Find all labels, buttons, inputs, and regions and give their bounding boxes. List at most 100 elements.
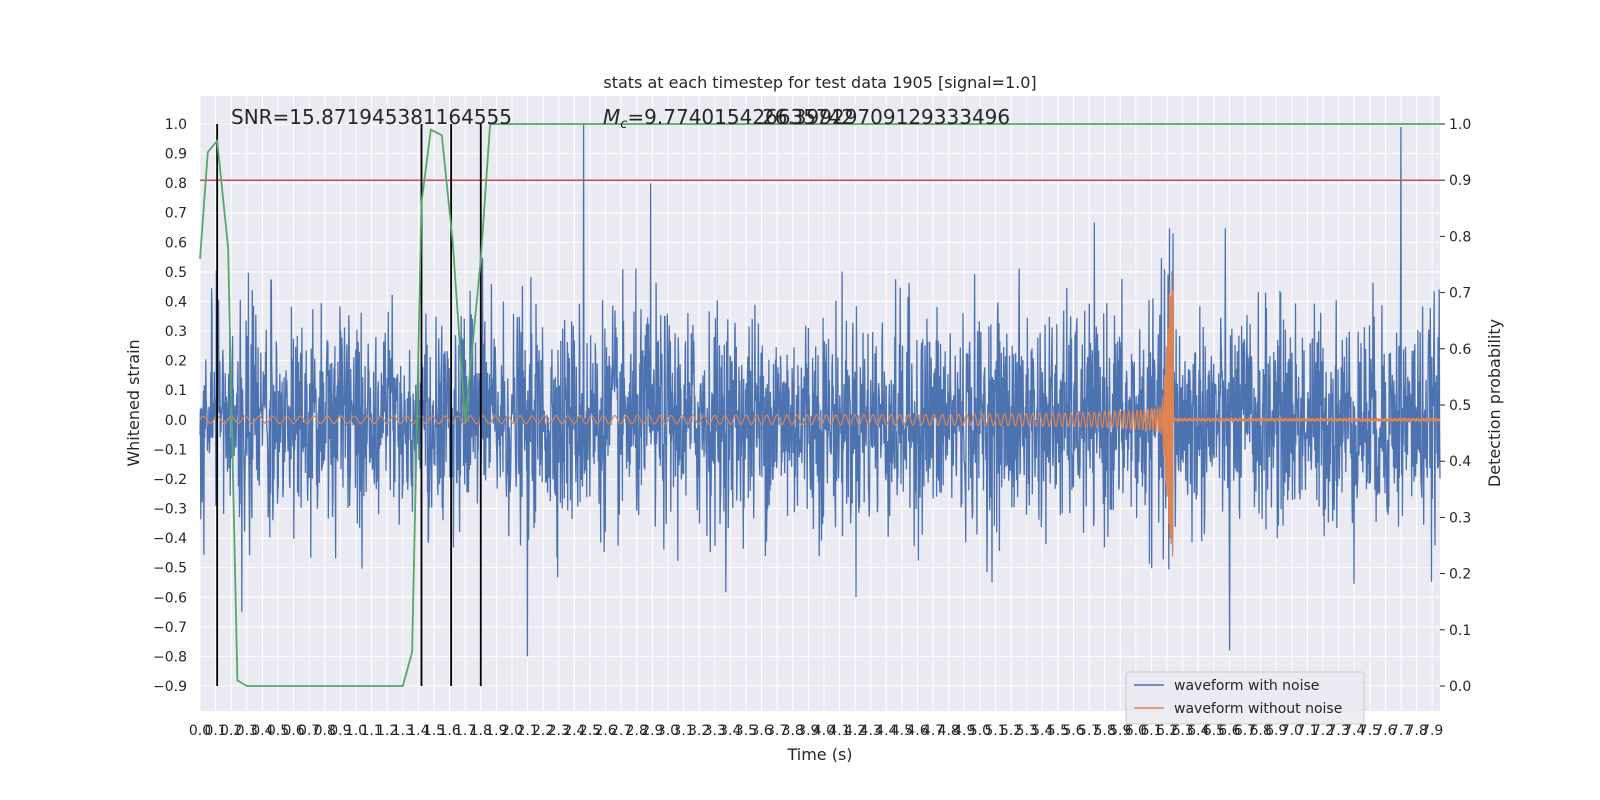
x-tick-label: 0.4 [251, 723, 273, 739]
y2-tick-labels: 1.0 0.9 0.8 0.7 0.6 0.5 0.4 0.3 0.2 0.1 0.0 [1440, 117, 1471, 695]
x-tick-label: 0.8 [314, 723, 336, 739]
y-tick-label: 0.3 [165, 324, 187, 340]
x-tick-label: 4.9 [953, 723, 975, 739]
x-tick-label: 0.9 [329, 723, 351, 739]
y-tick-label: −0.3 [153, 502, 187, 518]
x-tick-label: 2.7 [610, 723, 632, 739]
overlays [199, 123, 1440, 687]
x-tick-label: 5.5 [1047, 723, 1069, 739]
x-tick-label: 5.9 [1109, 723, 1131, 739]
legend-box [1125, 671, 1365, 725]
x-tick-label: 1.2 [376, 723, 398, 739]
y-axis-label: Whitened strain [124, 339, 143, 466]
x-tick-label: 7.7 [1390, 723, 1412, 739]
y2-tick-label: 0.4 [1449, 454, 1471, 470]
detection-probability-line [199, 123, 1440, 687]
x-tick-label: 4.0 [813, 723, 835, 739]
x-tick-label: 2.2 [532, 723, 554, 739]
x-tick-label: 5.7 [1078, 723, 1100, 739]
x-tick-label: 1.1 [360, 723, 382, 739]
x-tick-label: 3.8 [782, 723, 804, 739]
y-tick-label: 1.0 [165, 117, 187, 133]
x-tick-label: 7.1 [1296, 723, 1318, 739]
x-tick-label: 5.4 [1031, 723, 1053, 739]
clean-waveform-line [199, 271, 1441, 557]
y2-tick-label: 0.6 [1449, 342, 1471, 358]
mc-annotation: Mc=9.774015426635742 [603, 105, 854, 132]
x-tick-label: 7.3 [1327, 723, 1349, 739]
x-axis-label: Time (s) [786, 745, 852, 764]
x-tick-label: 1.4 [407, 723, 429, 739]
y-tick-label: 0.6 [165, 235, 187, 251]
x-tick-label: 2.8 [626, 723, 648, 739]
x-tick-label: 6.7 [1234, 723, 1256, 739]
y-tick-label: −0.1 [153, 442, 187, 458]
y-tick-label: 0.9 [165, 147, 187, 163]
x-tick-labels: 0.00.10.20.30.40.50.60.70.80.91.01.11.21… [189, 723, 1443, 739]
x-tick-label: 3.1 [672, 723, 694, 739]
y-tick-label: −0.2 [153, 472, 187, 488]
x-tick-label: 6.0 [1125, 723, 1147, 739]
legend: waveform with noise waveform without noi… [1125, 671, 1365, 725]
y-tick-label: 0.2 [165, 354, 187, 370]
y2-axis-label: Detection probability [1485, 319, 1504, 487]
x-tick-label: 7.0 [1281, 723, 1303, 739]
x-tick-label: 2.5 [579, 723, 601, 739]
x-tick-label: 5.1 [984, 723, 1006, 739]
mc-overlap-annotation: 26.39929709129333496 [762, 105, 1010, 129]
x-tick-label: 3.2 [688, 723, 710, 739]
x-tick-label: 4.7 [922, 723, 944, 739]
legend-label-noisy: waveform with noise [1174, 678, 1319, 694]
x-tick-label: 6.5 [1203, 723, 1225, 739]
x-tick-label: 0.0 [189, 723, 211, 739]
x-tick-label: 7.5 [1359, 723, 1381, 739]
y-tick-label: 0.5 [165, 265, 187, 281]
x-tick-label: 4.2 [844, 723, 866, 739]
x-tick-label: 7.6 [1374, 723, 1396, 739]
x-tick-label: 7.8 [1405, 723, 1427, 739]
y2-tick-label: 0.0 [1449, 679, 1471, 695]
x-tick-label: 0.7 [298, 723, 320, 739]
x-tick-label: 2.9 [641, 723, 663, 739]
x-tick-label: 6.8 [1249, 723, 1271, 739]
y-tick-label: 0.0 [165, 413, 187, 429]
x-tick-label: 6.2 [1156, 723, 1178, 739]
x-tick-label: 1.9 [485, 723, 507, 739]
waveform-with-noise-series [199, 123, 1441, 657]
y2-tick-label: 0.5 [1449, 398, 1471, 414]
x-tick-label: 7.2 [1312, 723, 1334, 739]
x-tick-label: 3.3 [704, 723, 726, 739]
x-tick-label: 4.5 [891, 723, 913, 739]
x-tick-label: 5.0 [969, 723, 991, 739]
x-tick-label: 6.3 [1172, 723, 1194, 739]
noisy-waveform-line [199, 123, 1441, 657]
x-tick-label: 4.3 [860, 723, 882, 739]
y-tick-label: −0.6 [153, 590, 187, 606]
waveform-without-noise-series [199, 271, 1441, 557]
y-tick-label: −0.5 [153, 561, 187, 577]
x-tick-label: 3.9 [797, 723, 819, 739]
y2-tick-label: 0.2 [1449, 567, 1471, 583]
x-tick-label: 6.6 [1218, 723, 1240, 739]
x-tick-label: 0.2 [220, 723, 242, 739]
y-tick-label: 0.4 [165, 294, 187, 310]
x-tick-label: 6.1 [1140, 723, 1162, 739]
y-tick-labels: 1.0 0.9 0.8 0.7 0.6 0.5 0.4 0.3 0.2 0.1 0.0 −0.1 −0.… [153, 117, 187, 695]
x-tick-label: 1.3 [392, 723, 414, 739]
x-tick-label: 4.4 [875, 723, 897, 739]
y-tick-label: −0.7 [153, 620, 187, 636]
x-tick-label: 5.6 [1062, 723, 1084, 739]
y-tick-label: 0.1 [165, 383, 187, 399]
x-tick-label: 2.6 [594, 723, 616, 739]
x-tick-label: 2.4 [563, 723, 585, 739]
x-tick-label: 0.6 [282, 723, 304, 739]
y2-tick-label: 0.1 [1449, 623, 1471, 639]
x-tick-label: 0.5 [267, 723, 289, 739]
x-tick-label: 5.8 [1094, 723, 1116, 739]
y-tick-label: −0.8 [153, 649, 187, 665]
x-tick-label: 2.0 [501, 723, 523, 739]
snr-annotation: SNR=15.871945381164555 [231, 105, 512, 129]
x-tick-label: 5.3 [1016, 723, 1038, 739]
x-tick-label: 1.5 [423, 723, 445, 739]
